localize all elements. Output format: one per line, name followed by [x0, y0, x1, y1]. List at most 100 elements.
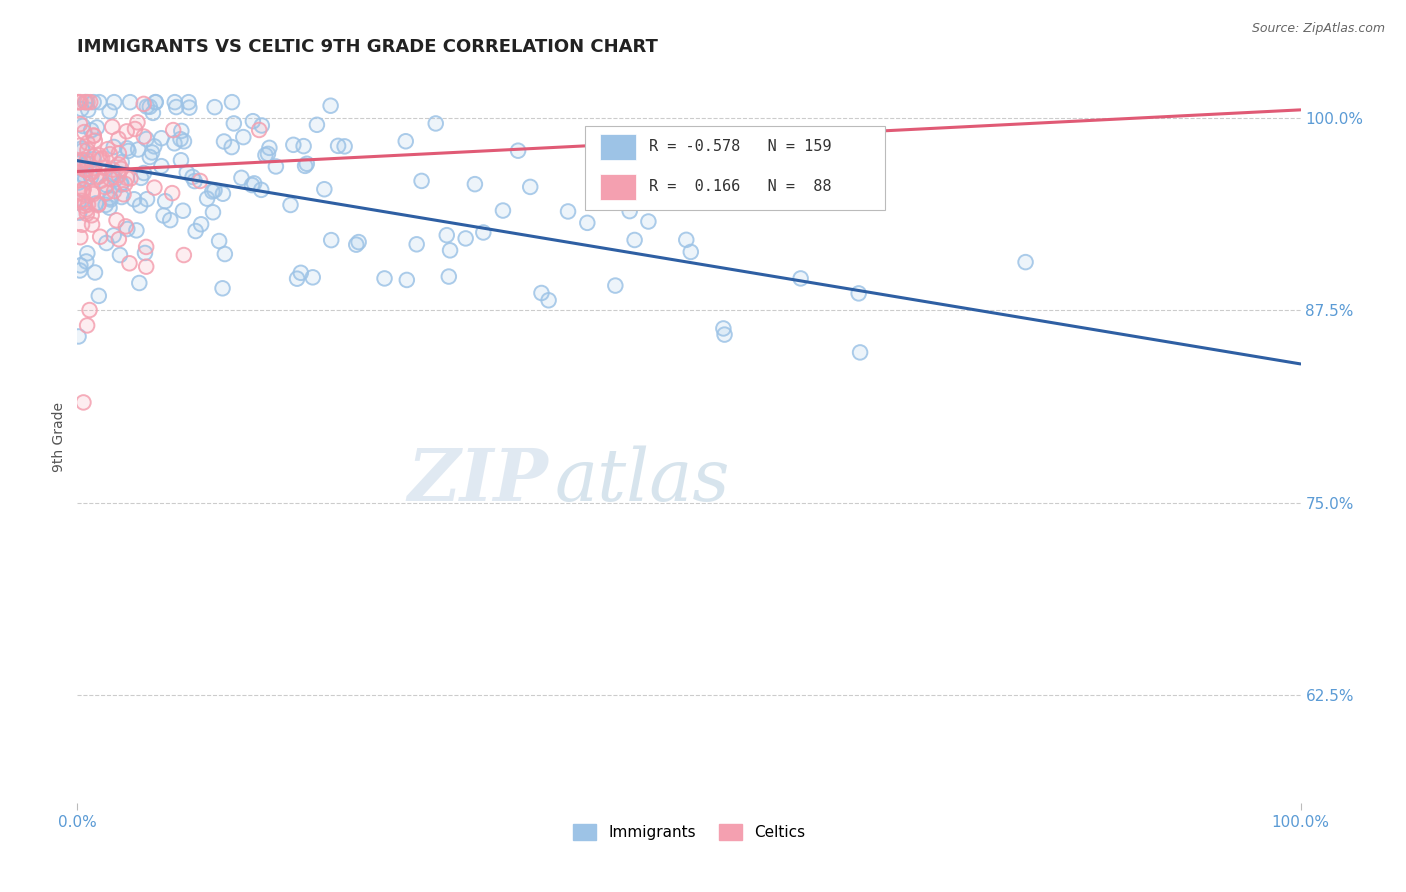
Point [690, 146, 713, 161]
Point [67, 95, 90, 110]
Point [70, 102, 93, 116]
Point [142, 106, 165, 120]
Point [75, 202, 97, 217]
Point [280, 198, 302, 212]
Point [90, 174, 112, 188]
Point [80, 169, 103, 184]
Point [86, 120, 108, 135]
Point [344, 237, 367, 252]
Point [135, 132, 157, 146]
Point [73, 162, 96, 177]
Point [141, 145, 163, 160]
Point [464, 177, 486, 191]
Point [80, 186, 103, 200]
Point [395, 134, 418, 148]
Point [285, 271, 308, 285]
Point [129, 198, 152, 212]
Point [623, 233, 645, 247]
Point [254, 148, 277, 162]
Point [160, 186, 183, 200]
Point [107, 132, 129, 146]
Point [242, 114, 264, 128]
Point [150, 131, 173, 145]
Point [98, 191, 121, 205]
Point [208, 234, 231, 248]
Point [789, 271, 811, 285]
Point [98, 201, 121, 215]
Point [87, 197, 110, 211]
Text: ZIP: ZIP [408, 445, 548, 516]
Point [675, 233, 697, 247]
Point [139, 100, 162, 114]
Point [250, 119, 273, 133]
Point [91, 151, 114, 165]
Point [77, 103, 100, 117]
Bar [599, 134, 637, 160]
Point [111, 155, 134, 169]
Point [240, 178, 263, 192]
Point [679, 244, 702, 259]
Point [326, 139, 349, 153]
Point [145, 95, 167, 110]
Point [72, 159, 94, 173]
Point [150, 131, 173, 145]
Point [103, 184, 125, 198]
Point [103, 140, 125, 154]
Point [395, 273, 418, 287]
Point [605, 278, 627, 293]
Point [110, 178, 132, 192]
Point [98, 171, 121, 186]
Point [79, 303, 101, 318]
Point [172, 203, 194, 218]
Point [73, 199, 96, 213]
Point [177, 95, 200, 110]
Text: atlas: atlas [554, 446, 730, 516]
Point [67, 329, 90, 343]
Point [184, 224, 207, 238]
Point [247, 123, 270, 137]
Point [82, 150, 104, 164]
Point [530, 285, 553, 300]
Point [72, 144, 94, 158]
Point [70, 141, 93, 155]
Point [67, 173, 90, 187]
Point [454, 231, 477, 245]
Point [69, 117, 91, 131]
Point [170, 124, 193, 138]
Point [492, 203, 515, 218]
Point [107, 132, 129, 146]
Point [98, 147, 121, 161]
Point [69, 95, 91, 110]
Point [73, 125, 96, 139]
Point [83, 134, 105, 148]
Point [114, 219, 136, 234]
Point [80, 123, 103, 137]
Point [195, 192, 218, 206]
Point [98, 147, 121, 161]
Point [89, 169, 111, 184]
Point [576, 216, 599, 230]
Point [67, 95, 90, 110]
Point [619, 204, 641, 219]
Point [76, 95, 98, 110]
FancyBboxPatch shape [585, 126, 884, 211]
Point [100, 193, 122, 207]
Point [637, 214, 659, 228]
Bar [599, 174, 637, 200]
Point [72, 395, 94, 409]
Point [96, 186, 118, 200]
Point [214, 247, 236, 261]
Point [132, 166, 155, 180]
Point [125, 223, 148, 237]
Point [454, 231, 477, 245]
Point [70, 102, 93, 116]
Point [105, 213, 128, 227]
Point [72, 159, 94, 173]
Point [181, 169, 204, 184]
Point [472, 226, 495, 240]
Point [94, 180, 117, 194]
Point [69, 263, 91, 277]
Point [98, 104, 121, 119]
Point [124, 122, 146, 136]
Point [326, 139, 349, 153]
